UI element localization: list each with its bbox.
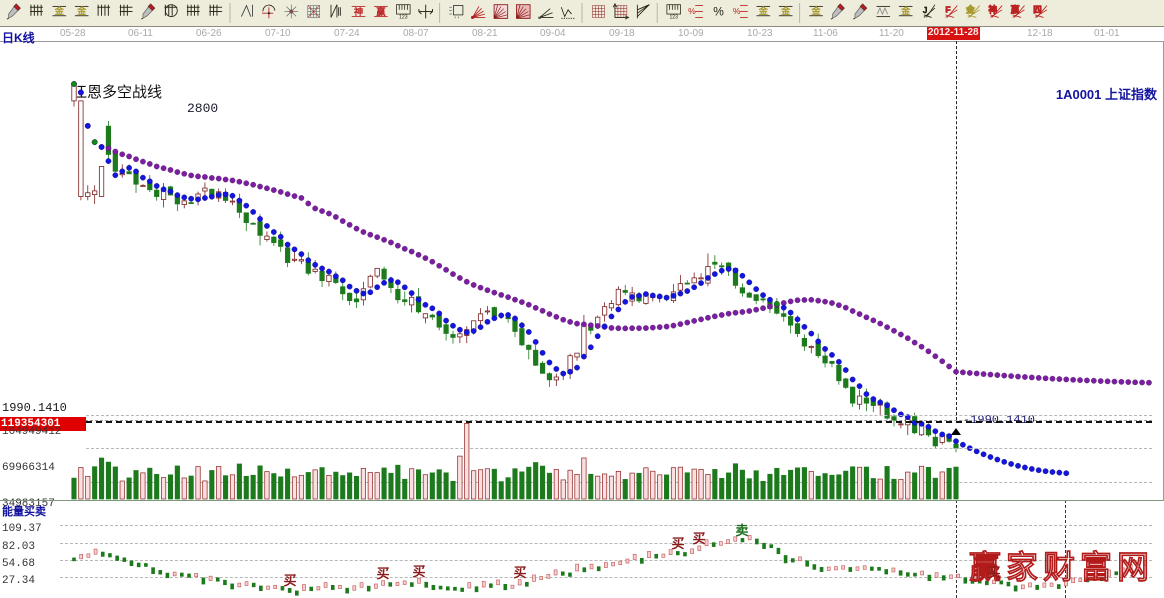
svg-text:金: 金	[780, 5, 791, 16]
svg-text:金: 金	[54, 5, 65, 16]
svg-text:金: 金	[758, 5, 769, 16]
svg-text:123: 123	[669, 14, 678, 20]
svg-text:F: F	[945, 4, 950, 14]
svg-text:%: %	[733, 6, 741, 16]
svg-text:金: 金	[76, 5, 87, 16]
svg-text:%: %	[688, 6, 696, 16]
svg-text:赢: 赢	[376, 6, 386, 17]
svg-text:神: 神	[354, 6, 363, 17]
svg-text:J: J	[923, 5, 927, 15]
svg-text:123: 123	[399, 14, 408, 20]
svg-text:金: 金	[810, 5, 821, 16]
svg-text:金: 金	[900, 5, 911, 16]
svg-text:%: %	[713, 5, 724, 19]
